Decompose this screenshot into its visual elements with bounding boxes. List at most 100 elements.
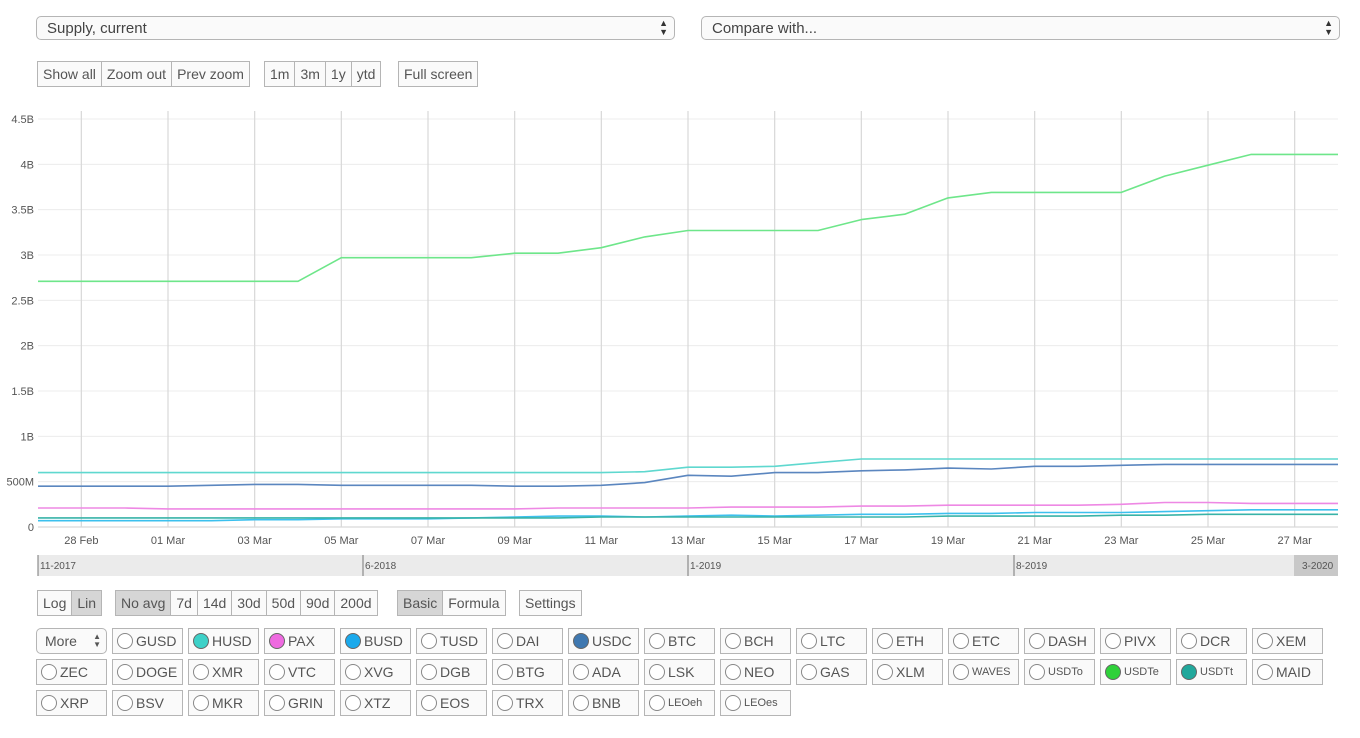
basic-mode-button[interactable]: Basic <box>397 590 444 616</box>
range-1m-button[interactable]: 1m <box>264 61 296 87</box>
range-1y-button[interactable]: 1y <box>324 61 352 87</box>
radio-icon <box>725 633 741 649</box>
coin-button-dash[interactable]: DASH <box>1024 628 1095 654</box>
coin-button-usdte[interactable]: USDTe <box>1100 659 1171 685</box>
coin-button-pivx[interactable]: PIVX <box>1100 628 1171 654</box>
no-avg-button[interactable]: No avg <box>115 590 172 616</box>
coin-button-dai[interactable]: DAI <box>492 628 563 654</box>
coin-button-xrp[interactable]: XRP <box>36 690 107 716</box>
coin-button-bnb[interactable]: BNB <box>568 690 639 716</box>
linear-scale-button[interactable]: Lin <box>71 590 103 616</box>
range-ytd-button[interactable]: ytd <box>350 61 382 87</box>
supply-chart[interactable]: 0 500M 1B 1.5B 2B 2.5B 3B 3.5B 4B 4.5B 28 Feb 01 Ma… <box>0 100 1360 580</box>
coin-button-dgb[interactable]: DGB <box>416 659 487 685</box>
avg-50d-button[interactable]: 50d <box>265 590 302 616</box>
navigator-label: 11-2017 <box>40 561 76 572</box>
coin-button-ltc[interactable]: LTC <box>796 628 867 654</box>
radio-icon <box>193 664 209 680</box>
coin-button-leoeh[interactable]: LEOeh <box>644 690 715 716</box>
radio-icon <box>497 664 513 680</box>
avg-30d-button[interactable]: 30d <box>231 590 267 616</box>
coin-button-leoes[interactable]: LEOes <box>720 690 791 716</box>
coin-label: ADA <box>592 664 621 680</box>
series-line-0 <box>38 153 1338 283</box>
avg-90d-button[interactable]: 90d <box>300 590 336 616</box>
coin-button-eth[interactable]: ETH <box>872 628 943 654</box>
avg-14d-button[interactable]: 14d <box>196 590 233 616</box>
zoom-out-button[interactable]: Zoom out <box>100 61 173 87</box>
settings-button[interactable]: Settings <box>519 590 582 616</box>
coin-button-xem[interactable]: XEM <box>1252 628 1323 654</box>
radio-icon <box>877 633 893 649</box>
log-scale-button[interactable]: Log <box>37 590 73 616</box>
coin-button-zec[interactable]: ZEC <box>36 659 107 685</box>
coin-button-dcr[interactable]: DCR <box>1176 628 1247 654</box>
coin-button-xmr[interactable]: XMR <box>188 659 259 685</box>
avg-7d-button[interactable]: 7d <box>170 590 198 616</box>
coin-label: MKR <box>212 695 244 711</box>
scale-button-group: Log Lin <box>37 590 103 616</box>
coin-button-grin[interactable]: GRIN <box>264 690 335 716</box>
select-arrows-icon: ▲ ▼ <box>93 632 101 649</box>
coin-button-xlm[interactable]: XLM <box>872 659 943 685</box>
navigator-bar: 11-2017 6-2018 1-2019 8-2019 3-2020 <box>37 555 1338 576</box>
x-tick-label: 09 Mar <box>498 535 533 547</box>
coin-button-xtz[interactable]: XTZ <box>340 690 411 716</box>
y-tick-label: 0 <box>28 522 34 534</box>
coin-button-gas[interactable]: GAS <box>796 659 867 685</box>
avg-button-group: No avg 7d 14d 30d 50d 90d 200d <box>115 590 378 616</box>
zoom-button-group: Show all Zoom out Prev zoom <box>37 61 250 87</box>
range-3m-button[interactable]: 3m <box>294 61 326 87</box>
coin-button-vtc[interactable]: VTC <box>264 659 335 685</box>
radio-icon <box>573 633 589 649</box>
coin-button-usdc[interactable]: USDC <box>568 628 639 654</box>
coin-button-eos[interactable]: EOS <box>416 690 487 716</box>
coin-button-btc[interactable]: BTC <box>644 628 715 654</box>
radio-icon <box>345 664 361 680</box>
coin-button-trx[interactable]: TRX <box>492 690 563 716</box>
coin-button-pax[interactable]: PAX <box>264 628 335 654</box>
radio-icon <box>1257 664 1273 680</box>
coin-label: DASH <box>1048 633 1087 649</box>
formula-mode-button[interactable]: Formula <box>442 590 506 616</box>
coin-button-maid[interactable]: MAID <box>1252 659 1323 685</box>
coin-button-busd[interactable]: BUSD <box>340 628 411 654</box>
coin-button-usdtt[interactable]: USDTt <box>1176 659 1247 685</box>
coin-button-etc[interactable]: ETC <box>948 628 1019 654</box>
avg-200d-button[interactable]: 200d <box>334 590 378 616</box>
coin-button-xvg[interactable]: XVG <box>340 659 411 685</box>
coin-label: PIVX <box>1124 633 1156 649</box>
radio-icon <box>41 664 57 680</box>
navigator-label: 6-2018 <box>365 561 397 572</box>
show-all-button[interactable]: Show all <box>37 61 102 87</box>
coin-button-bsv[interactable]: BSV <box>112 690 183 716</box>
full-screen-button[interactable]: Full screen <box>398 61 479 87</box>
y-tick-label: 1.5B <box>11 386 34 398</box>
radio-icon <box>1257 633 1273 649</box>
coin-button-lsk[interactable]: LSK <box>644 659 715 685</box>
coin-button-usdto[interactable]: USDTo <box>1024 659 1095 685</box>
metric-select[interactable]: Supply, current ▲ ▼ <box>36 16 675 40</box>
coin-button-neo[interactable]: NEO <box>720 659 791 685</box>
coin-button-mkr[interactable]: MKR <box>188 690 259 716</box>
coin-button-doge[interactable]: DOGE <box>112 659 183 685</box>
axis-labels: 0 500M 1B 1.5B 2B 2.5B 3B 3.5B 4B 4.5B 28 Feb 01 Ma… <box>6 114 1312 547</box>
coin-button-btg[interactable]: BTG <box>492 659 563 685</box>
coin-label: BTC <box>668 633 696 649</box>
coin-button-bch[interactable]: BCH <box>720 628 791 654</box>
coin-label: DOGE <box>136 664 178 680</box>
coin-button-gusd[interactable]: GUSD <box>112 628 183 654</box>
coin-button-husd[interactable]: HUSD <box>188 628 259 654</box>
coin-label: GRIN <box>288 695 323 711</box>
compare-select[interactable]: Compare with... ▲ ▼ <box>701 16 1340 40</box>
x-tick-label: 17 Mar <box>844 535 879 547</box>
coin-button-waves[interactable]: WAVES <box>948 659 1019 685</box>
more-select[interactable]: More ▲ ▼ <box>36 628 107 654</box>
coin-button-tusd[interactable]: TUSD <box>416 628 487 654</box>
radio-icon <box>193 695 209 711</box>
radio-icon <box>269 664 285 680</box>
mode-button-group: Basic Formula <box>397 590 506 616</box>
prev-zoom-button[interactable]: Prev zoom <box>171 61 250 87</box>
coin-button-ada[interactable]: ADA <box>568 659 639 685</box>
coin-label: ZEC <box>60 664 88 680</box>
